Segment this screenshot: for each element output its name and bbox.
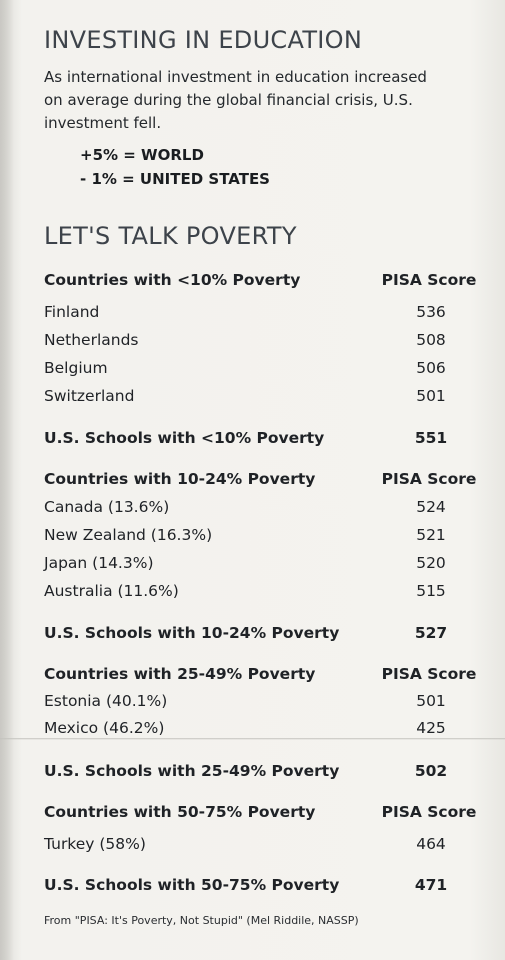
stat-united-states: - 1% = UNITED STATES — [80, 170, 270, 188]
country-name: Australia (11.6%) — [44, 582, 179, 600]
intro-line: on average during the global financial c… — [44, 91, 413, 109]
pisa-score: 536 — [416, 303, 446, 321]
group-header-label: Countries with 25-49% Poverty — [44, 665, 316, 683]
us-schools-label: U.S. Schools with 25-49% Poverty — [44, 762, 340, 780]
pisa-score: 508 — [416, 331, 446, 349]
country-name: New Zealand (16.3%) — [44, 526, 213, 544]
group-header-label: Countries with 50-75% Poverty — [44, 803, 316, 821]
table-row: Canada (13.6%) 524 — [44, 495, 484, 519]
pisa-score: 506 — [416, 359, 446, 377]
poverty-title: LET'S TALK POVERTY — [44, 222, 297, 250]
table-row: Belgium 506 — [44, 356, 484, 380]
pisa-score: 520 — [416, 554, 446, 572]
country-name: Japan (14.3%) — [44, 554, 154, 572]
pisa-score: 515 — [416, 582, 446, 600]
table-row: Japan (14.3%) 520 — [44, 551, 484, 575]
table-row: Mexico (46.2%) 425 — [44, 716, 484, 740]
us-pisa-score: 502 — [414, 762, 448, 780]
score-header: PISA Score — [381, 470, 477, 488]
country-name: Belgium — [44, 359, 108, 377]
score-header: PISA Score — [381, 665, 477, 683]
us-schools-label: U.S. Schools with <10% Poverty — [44, 429, 325, 447]
table-row: Turkey (58%) 464 — [44, 832, 484, 856]
us-pisa-score: 527 — [414, 624, 448, 642]
pisa-score: 524 — [416, 498, 446, 516]
us-schools-row: U.S. Schools with <10% Poverty 551 — [44, 426, 484, 450]
us-schools-row: U.S. Schools with 25-49% Poverty 502 — [44, 759, 484, 783]
score-header: PISA Score — [381, 271, 477, 289]
pisa-score: 425 — [416, 719, 446, 737]
us-schools-label: U.S. Schools with 10-24% Poverty — [44, 624, 340, 642]
investing-title: INVESTING IN EDUCATION — [44, 26, 363, 54]
page-fold-line — [0, 738, 505, 740]
country-name: Finland — [44, 303, 100, 321]
country-name: Netherlands — [44, 331, 139, 349]
table-row: Estonia (40.1%) 501 — [44, 689, 484, 713]
country-name: Canada (13.6%) — [44, 498, 170, 516]
table-row: Switzerland 501 — [44, 384, 484, 408]
investing-intro: As international investment in education… — [44, 66, 474, 135]
group-header-label: Countries with 10-24% Poverty — [44, 470, 316, 488]
table-row: New Zealand (16.3%) 521 — [44, 523, 484, 547]
country-name: Turkey (58%) — [44, 835, 146, 853]
us-pisa-score: 551 — [414, 429, 448, 447]
us-schools-row: U.S. Schools with 10-24% Poverty 527 — [44, 621, 484, 645]
stat-world: +5% = WORLD — [80, 146, 204, 164]
score-header: PISA Score — [381, 803, 477, 821]
us-schools-row: U.S. Schools with 50-75% Poverty 471 — [44, 873, 484, 897]
pisa-score: 501 — [416, 387, 446, 405]
us-pisa-score: 471 — [414, 876, 448, 894]
us-schools-label: U.S. Schools with 50-75% Poverty — [44, 876, 340, 894]
country-name: Switzerland — [44, 387, 135, 405]
pisa-score: 464 — [416, 835, 446, 853]
group-header: Countries with 25-49% Poverty PISA Score — [44, 662, 484, 686]
table-row: Netherlands 508 — [44, 328, 484, 352]
page-gutter-shadow — [0, 0, 14, 960]
table-row: Finland 536 — [44, 300, 484, 324]
country-name: Estonia (40.1%) — [44, 692, 168, 710]
intro-line: investment fell. — [44, 114, 162, 132]
pisa-score: 521 — [416, 526, 446, 544]
group-header: Countries with 10-24% Poverty PISA Score — [44, 467, 484, 491]
group-header: Countries with 50-75% Poverty PISA Score — [44, 800, 484, 824]
pisa-score: 501 — [416, 692, 446, 710]
country-name: Mexico (46.2%) — [44, 719, 165, 737]
group-header-label: Countries with <10% Poverty — [44, 271, 301, 289]
table-row: Australia (11.6%) 515 — [44, 579, 484, 603]
intro-line: As international investment in education… — [44, 68, 427, 86]
source-citation: From "PISA: It's Poverty, Not Stupid" (M… — [44, 914, 359, 927]
group-header: Countries with <10% Poverty PISA Score — [44, 268, 484, 292]
